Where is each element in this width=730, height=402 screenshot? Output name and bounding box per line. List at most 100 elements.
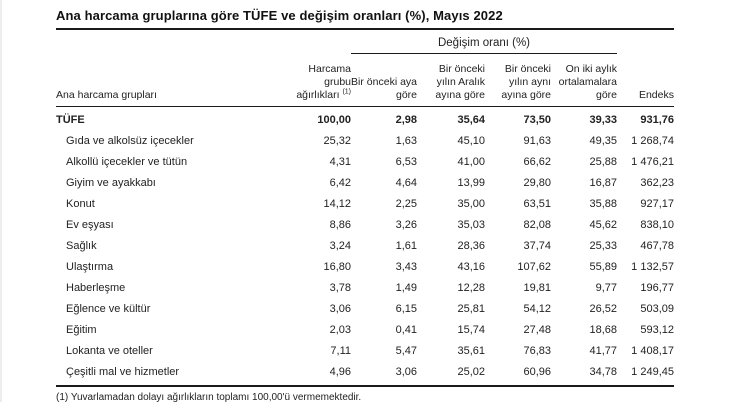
column-header-groups: Ana harcama grupları — [56, 54, 293, 106]
monthly-change-value: 6,53 — [395, 155, 417, 168]
table-row: Sağlık 3,24 1,61 28,36 37,74 25,33 467,7… — [56, 235, 674, 256]
twelve-month-avg-change-value: 25,88 — [589, 155, 617, 168]
column-header-since-december: Bir önceki yılın Aralık ayına göre — [417, 54, 485, 106]
twelve-month-avg-change-value: 9,77 — [595, 281, 617, 294]
report-title: Ana harcama gruplarına göre TÜFE ve deği… — [56, 8, 674, 30]
column-header-index: Endeks — [617, 54, 674, 106]
table-row: Haberleşme 3,78 1,49 12,28 19,81 9,77 19… — [56, 277, 674, 298]
table-row: Eğitim 2,03 0,41 15,74 27,48 18,68 593,1… — [56, 319, 674, 340]
since-december-change-value: 45,10 — [457, 134, 485, 147]
monthly-change-value: 1,49 — [395, 281, 417, 294]
table-body: TÜFE 100,00 2,98 35,64 73,50 39,33 931,7… — [56, 107, 674, 387]
table-row: TÜFE 100,00 2,98 35,64 73,50 39,33 931,7… — [56, 109, 674, 130]
since-december-change-value: 13,99 — [457, 176, 485, 189]
index-value: 362,23 — [640, 176, 674, 189]
since-december-change-value: 25,02 — [457, 365, 485, 378]
index-value: 1 249,45 — [631, 365, 674, 378]
row-label: Ulaştırma — [66, 260, 114, 273]
column-header-line: Harcama — [308, 63, 351, 75]
since-december-change-value: 41,00 — [457, 155, 485, 168]
row-label: Çeşitli mal ve hizmetler — [66, 365, 180, 378]
index-value: 1 268,74 — [631, 134, 674, 147]
footnote-marker: (1) — [342, 88, 351, 96]
twelve-month-avg-change-value: 39,33 — [589, 113, 617, 126]
index-value: 927,17 — [640, 197, 674, 210]
table-row: Gıda ve alkolsüz içecekler 25,32 1,63 45… — [56, 130, 674, 151]
column-header-monthly: Bir önceki aya göre — [351, 54, 417, 106]
column-header-label: Bir önceki yılın Aralık ayına göre — [435, 63, 485, 101]
row-label: Sağlık — [66, 239, 97, 252]
monthly-change-value: 1,63 — [395, 134, 417, 147]
annual-change-value: 66,62 — [523, 155, 551, 168]
change-rate-header-row: Değişim oranı (%) — [56, 37, 674, 54]
index-value: 838,10 — [640, 218, 674, 231]
since-december-change-value: 35,61 — [457, 344, 485, 357]
table-row: Giyim ve ayakkabı 6,42 4,64 13,99 29,80 … — [56, 172, 674, 193]
index-value: 467,78 — [640, 239, 674, 252]
twelve-month-avg-change-value: 16,87 — [589, 176, 617, 189]
monthly-change-value: 3,26 — [395, 218, 417, 231]
weight-value: 25,32 — [323, 134, 351, 147]
column-header-label: Ana harcama grupları — [56, 89, 157, 101]
since-december-change-value: 12,28 — [457, 281, 485, 294]
row-label: Eğlence ve kültür — [66, 302, 151, 315]
twelve-month-avg-change-value: 41,77 — [589, 344, 617, 357]
table-row: Çeşitli mal ve hizmetler 4,96 3,06 25,02… — [56, 361, 674, 382]
monthly-change-value: 4,64 — [395, 176, 417, 189]
table-row: Alkollü içecekler ve tütün 4,31 6,53 41,… — [56, 151, 674, 172]
table-header-row: Ana harcama grupları Harcama grubu ağırl… — [56, 54, 674, 107]
annual-change-value: 19,81 — [523, 281, 551, 294]
row-label: TÜFE — [56, 113, 85, 126]
column-header-twelve-month-avg: On iki aylık ortalamalara göre — [551, 54, 617, 106]
weight-value: 100,00 — [317, 113, 351, 126]
table-row: Ev eşyası 8,86 3,26 35,03 82,08 45,62 83… — [56, 214, 674, 235]
since-december-change-value: 28,36 — [457, 239, 485, 252]
table-footnote: (1) Yuvarlamadan dolayı ağırlıkların top… — [56, 392, 362, 402]
weight-value: 16,80 — [323, 260, 351, 273]
index-value: 196,77 — [640, 281, 674, 294]
twelve-month-avg-change-value: 26,52 — [589, 302, 617, 315]
report-container: Ana harcama gruplarına göre TÜFE ve deği… — [56, 8, 674, 402]
weight-value: 3,06 — [329, 302, 351, 315]
since-december-change-value: 43,16 — [457, 260, 485, 273]
annual-change-value: 107,62 — [517, 260, 551, 273]
annual-change-value: 60,96 — [523, 365, 551, 378]
monthly-change-value: 3,06 — [395, 365, 417, 378]
index-value: 1 476,21 — [631, 155, 674, 168]
monthly-change-value: 0,41 — [395, 323, 417, 336]
column-header-label: Endeks — [638, 89, 674, 101]
since-december-change-value: 35,64 — [457, 113, 485, 126]
annual-change-value: 63,51 — [523, 197, 551, 210]
annual-change-value: 91,63 — [523, 134, 551, 147]
column-header-line: grubu — [324, 76, 351, 88]
row-label: Eğitim — [66, 323, 97, 336]
monthly-change-value: 2,98 — [395, 113, 417, 126]
column-header-label: Bir önceki yılın aynı ayına göre — [501, 63, 551, 101]
index-value: 593,12 — [640, 323, 674, 336]
row-label: Lokanta ve oteller — [66, 344, 153, 357]
column-header-line: ağırlıkları (1) — [296, 88, 351, 102]
annual-change-value: 73,50 — [523, 113, 551, 126]
twelve-month-avg-change-value: 49,35 — [589, 134, 617, 147]
index-value: 503,09 — [640, 302, 674, 315]
column-header-weights: Harcama grubu ağırlıkları (1) — [293, 54, 351, 106]
table-row: Eğlence ve kültür 3,06 6,15 25,81 54,12 … — [56, 298, 674, 319]
twelve-month-avg-change-value: 55,89 — [589, 260, 617, 273]
twelve-month-avg-change-value: 35,88 — [589, 197, 617, 210]
monthly-change-value: 1,61 — [395, 239, 417, 252]
since-december-change-value: 35,00 — [457, 197, 485, 210]
since-december-change-value: 25,81 — [457, 302, 485, 315]
column-header-label: Bir önceki aya göre — [351, 76, 417, 101]
index-value: 1 408,17 — [631, 344, 674, 357]
row-label: Ev eşyası — [66, 218, 114, 231]
weight-value: 2,03 — [329, 323, 351, 336]
column-header-label: On iki aylık ortalamalara göre — [558, 63, 617, 101]
index-value: 931,76 — [640, 113, 674, 126]
monthly-change-value: 5,47 — [395, 344, 417, 357]
weight-value: 4,31 — [329, 155, 351, 168]
change-rate-group-header: Değişim oranı (%) — [351, 37, 617, 54]
index-value: 1 132,57 — [631, 260, 674, 273]
annual-change-value: 82,08 — [523, 218, 551, 231]
twelve-month-avg-change-value: 34,78 — [589, 365, 617, 378]
twelve-month-avg-change-value: 18,68 — [589, 323, 617, 336]
